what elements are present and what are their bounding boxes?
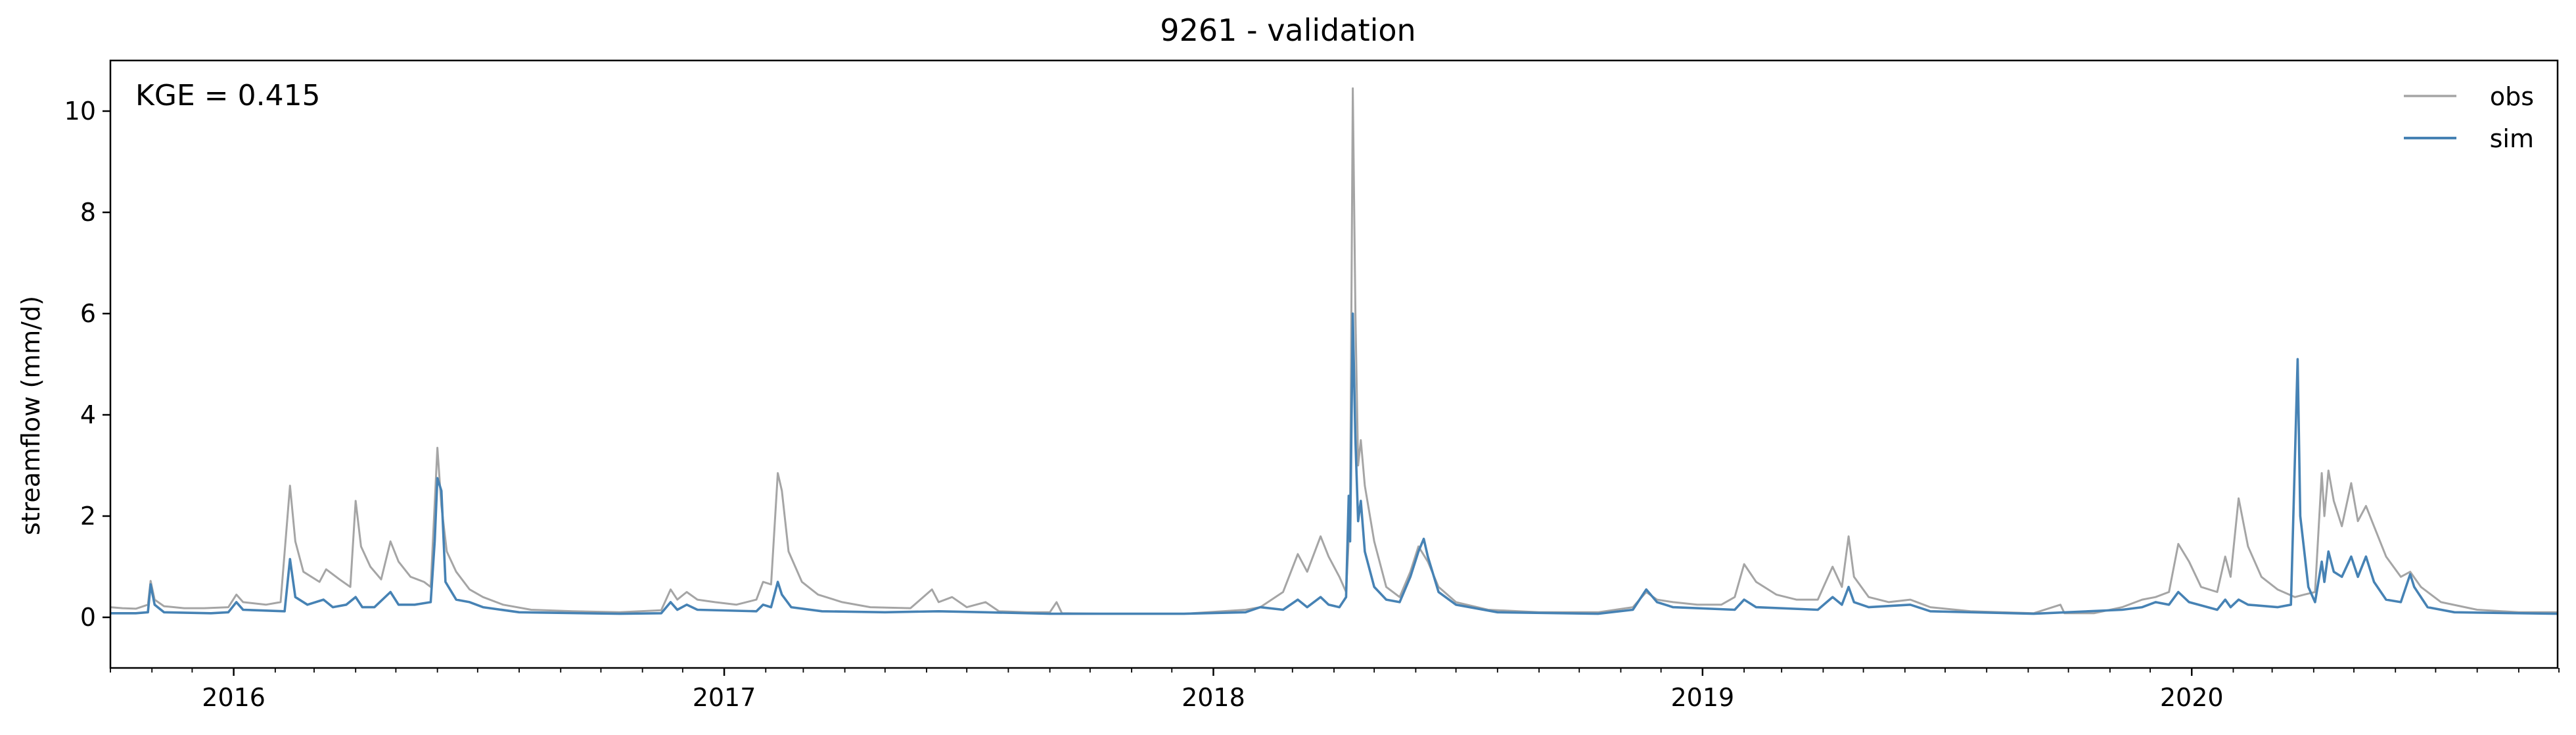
x-axis: 2016 2017 2018 2019 2020 <box>110 668 2560 712</box>
y-tick-label: 6 <box>80 299 96 328</box>
x-tick-label: 2017 <box>693 683 756 712</box>
series-layer <box>110 87 2558 615</box>
kge-annotation: KGE = 0.415 <box>135 79 321 112</box>
x-tick-label: 2016 <box>202 683 265 712</box>
y-tick-label: 4 <box>80 400 96 429</box>
chart-title: 9261 - validation <box>1160 12 1415 48</box>
legend-sim-label: sim <box>2490 124 2534 153</box>
y-tick-label: 10 <box>64 97 96 126</box>
series-line-obs <box>110 87 2558 615</box>
y-tick-label: 2 <box>80 502 96 531</box>
y-axis-label: streamflow (mm/d) <box>16 296 45 535</box>
legend: obs sim <box>2404 82 2534 153</box>
x-tick-label: 2019 <box>1670 683 1734 712</box>
legend-obs-label: obs <box>2490 82 2534 111</box>
y-tick-label: 0 <box>80 603 96 632</box>
series-line-sim <box>110 312 2558 615</box>
x-tick-label: 2020 <box>2160 683 2224 712</box>
y-tick-label: 8 <box>80 198 96 227</box>
y-axis: 0 2 4 6 8 10 <box>64 97 110 632</box>
x-tick-label: 2018 <box>1182 683 1245 712</box>
